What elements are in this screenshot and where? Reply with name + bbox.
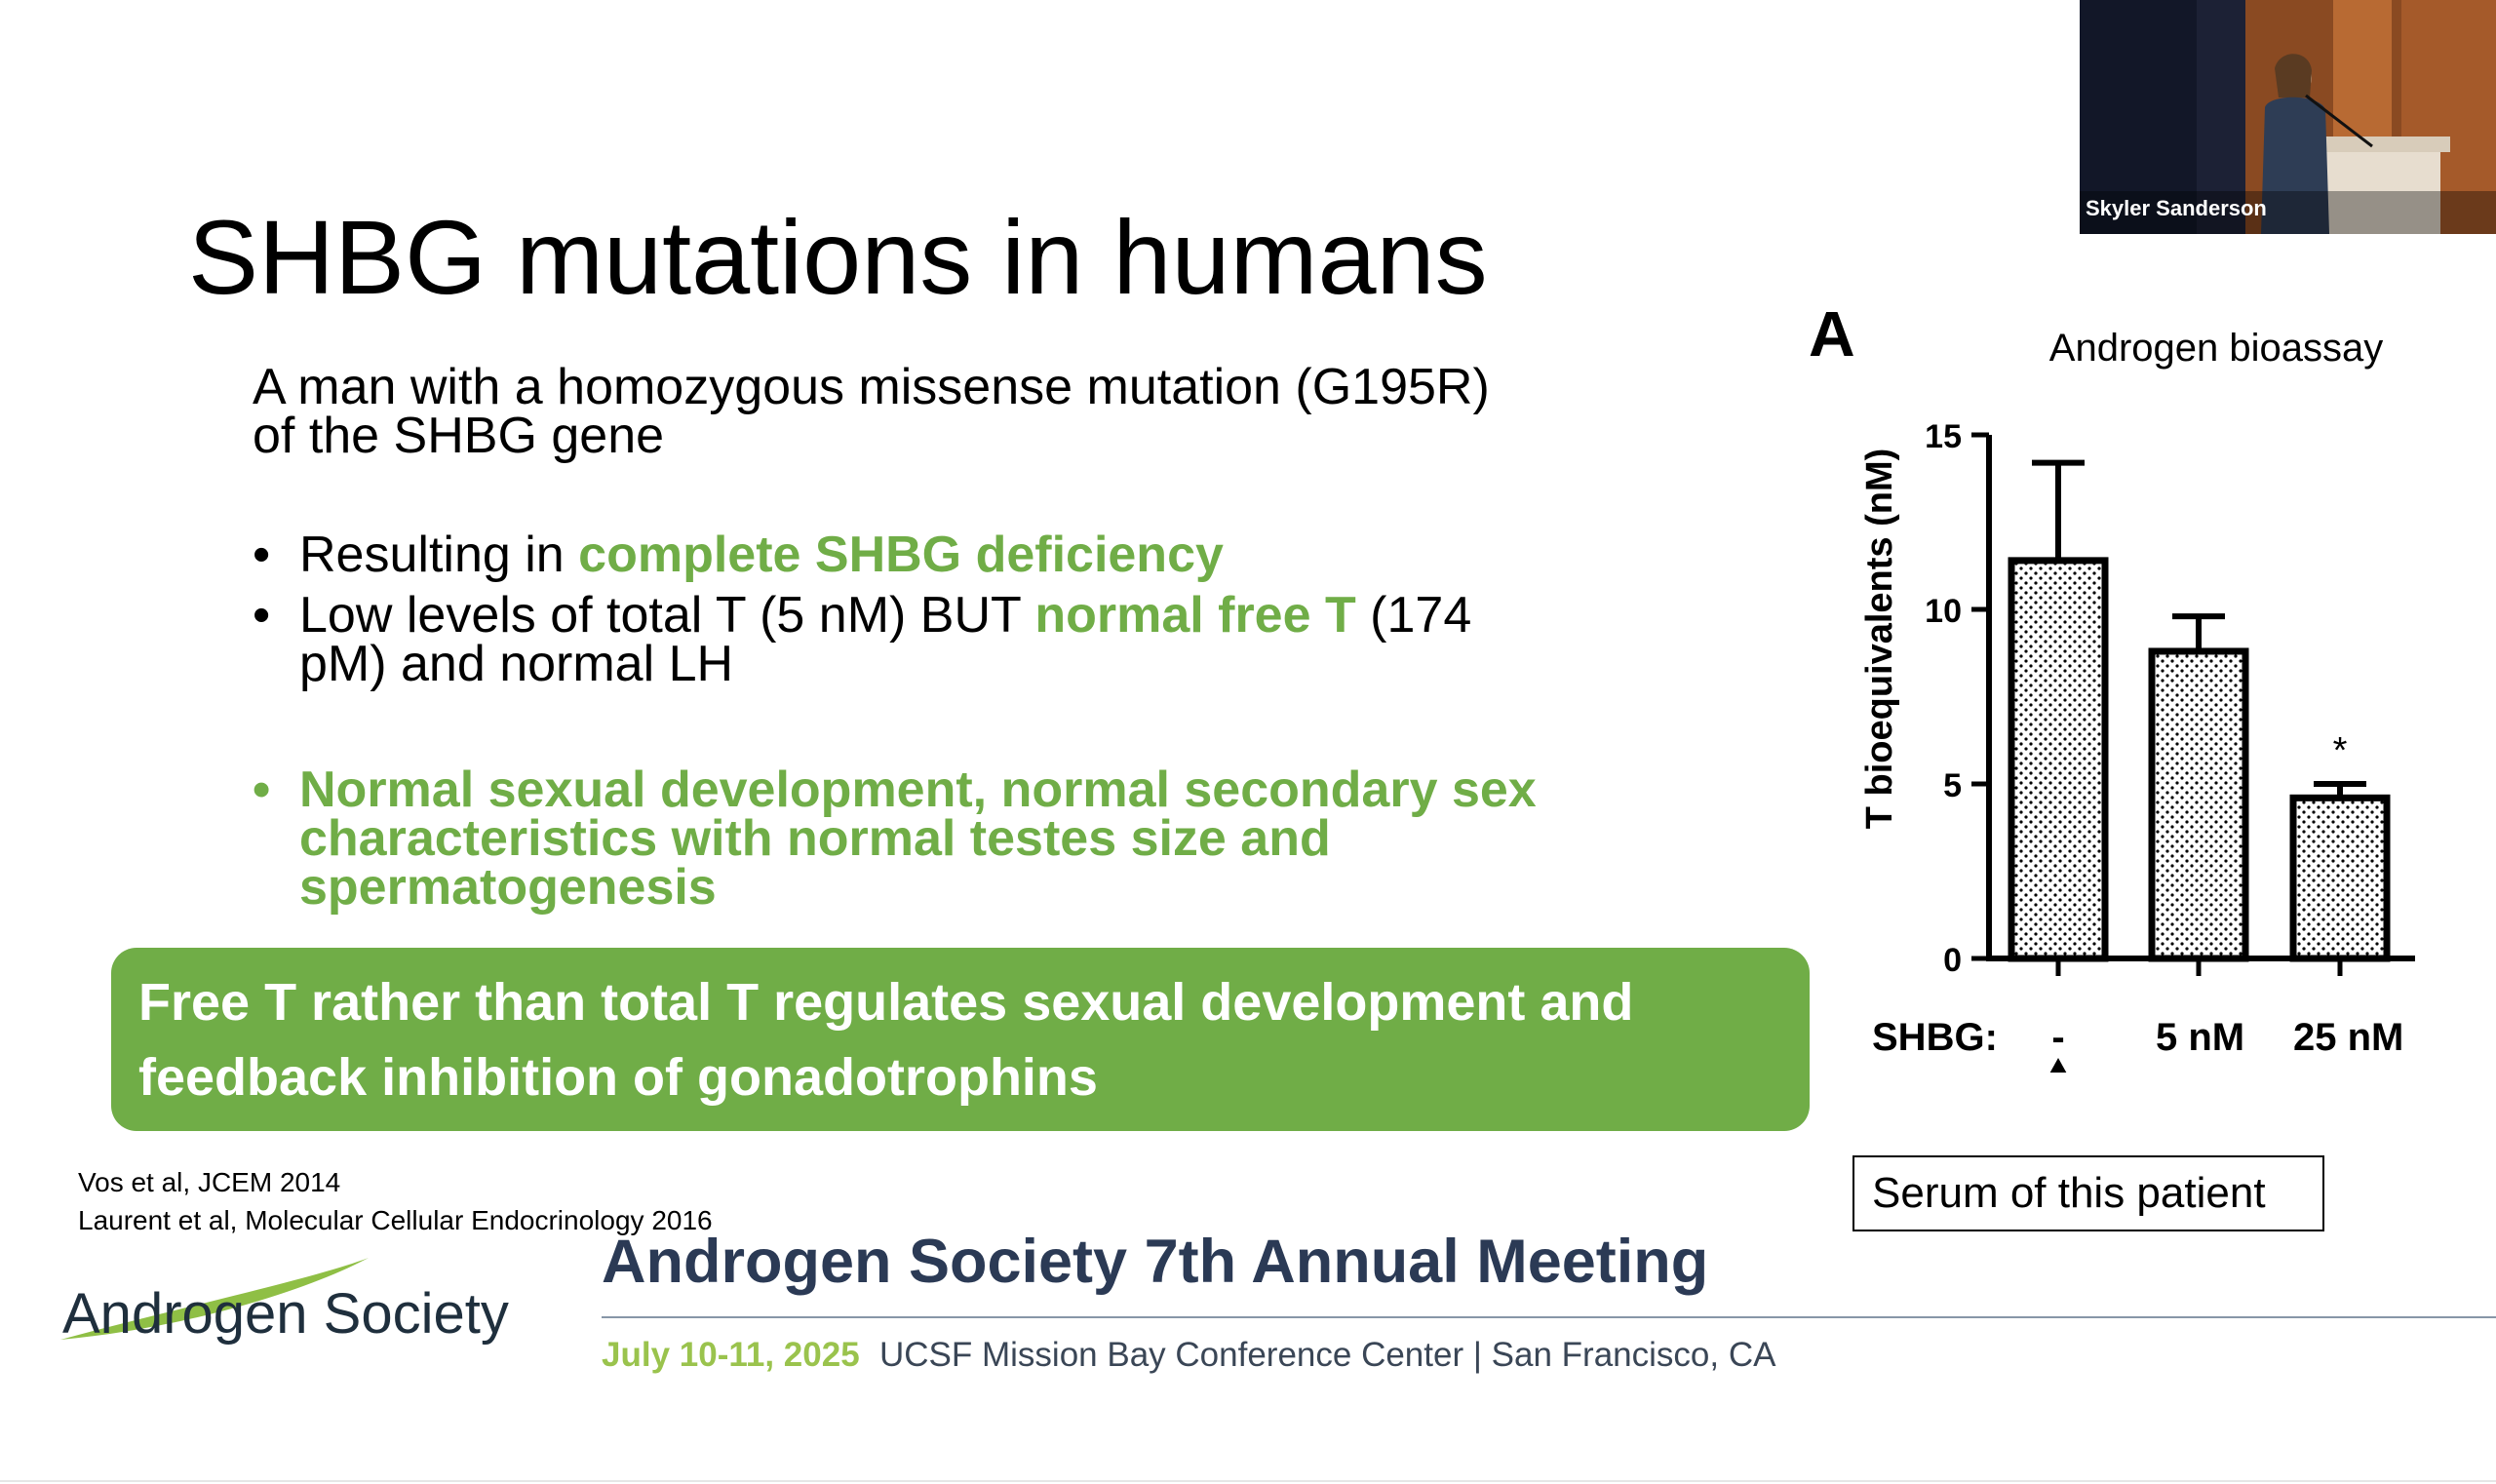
bullet-glyph: • [253,587,271,644]
chart-title: Androgen bioassay [2049,327,2383,370]
x-axis-prefix: SHBG: [1872,1016,1998,1059]
x-category-label: - [2051,1016,2064,1059]
reference: Laurent et al, Molecular Cellular Endocr… [78,1205,713,1235]
bullet-text: Low levels of total T (5 nM) BUT [299,587,1035,644]
bullet-glyph: • [253,527,271,583]
bar [2148,647,2249,962]
patient-annotation-text: Serum of this patient [1872,1169,2266,1217]
bullet-green-text: Normal sexual development, normal second… [299,762,1537,916]
bullet-highlight: complete SHBG deficiency [578,527,1224,583]
patient-annotation-box: Serum of this patient [1852,1155,2324,1231]
speaker-video-thumbnail[interactable] [2080,0,2496,234]
bottom-divider [0,1480,2496,1482]
bar [2289,794,2391,962]
bullet-text: Resulting in [299,527,579,583]
androgen-bioassay-chart: A Androgen bioassay T bioequivalents (nM… [1809,312,2415,1073]
patient-arrow-icon [2049,1058,2067,1073]
panel-label: A [1809,312,1855,370]
bullet-item: • Resulting in complete SHBG deficiency [253,527,1569,583]
bars: - 5 nM 25 nM * [2008,459,2403,1059]
y-tick-label: 10 [1925,593,1962,630]
speaker-name-label: Skyler Sanderson [2086,196,2267,220]
bullet-list: • Resulting in complete SHBG deficiency … [253,527,1569,700]
x-category-label: 5 nM [2156,1016,2244,1059]
significance-marker: * [2333,730,2348,771]
bullet-item: • Low levels of total T (5 nM) BUT norma… [253,587,1569,689]
y-tick-label: 0 [1943,942,1962,979]
androgen-society-logo-swoosh [60,1258,369,1340]
reference: Vos et al, JCEM 2014 [78,1167,341,1197]
y-tick-label: 15 [1925,418,1962,455]
x-category-label: 25 nM [2293,1016,2403,1059]
y-ticks: 0 5 10 15 [1925,418,1989,979]
footer-divider [602,1316,2496,1318]
slide-title: SHBG mutations in humans [188,198,1488,316]
bullet-item-green: • Normal sexual development, normal seco… [253,762,1569,913]
bullet-glyph: • [253,762,271,818]
conclusion-text: Free T rather than total T regulates sex… [138,973,1634,1107]
meeting-title: Androgen Society 7th Annual Meeting [602,1228,1709,1296]
logo-text: Androgen Society [62,1282,509,1346]
bullet-highlight: normal free T [1034,587,1356,644]
meeting-date: July 10-11, 2025 [602,1336,860,1374]
conclusion-box: Free T rather than total T regulates sex… [111,948,1810,1131]
y-tick-label: 5 [1943,767,1962,804]
green-bullet-list: • Normal sexual development, normal seco… [253,762,1569,913]
slide-subtitle: A man with a homozygous missense mutatio… [253,359,1490,464]
bullet-text-post: (174 pM) and normal LH [299,587,1472,692]
meeting-venue: UCSF Mission Bay Conference Center | San… [879,1336,1776,1374]
bar [2008,557,2109,962]
y-axis-label: T bioequivalents (nM) [1859,449,1900,830]
